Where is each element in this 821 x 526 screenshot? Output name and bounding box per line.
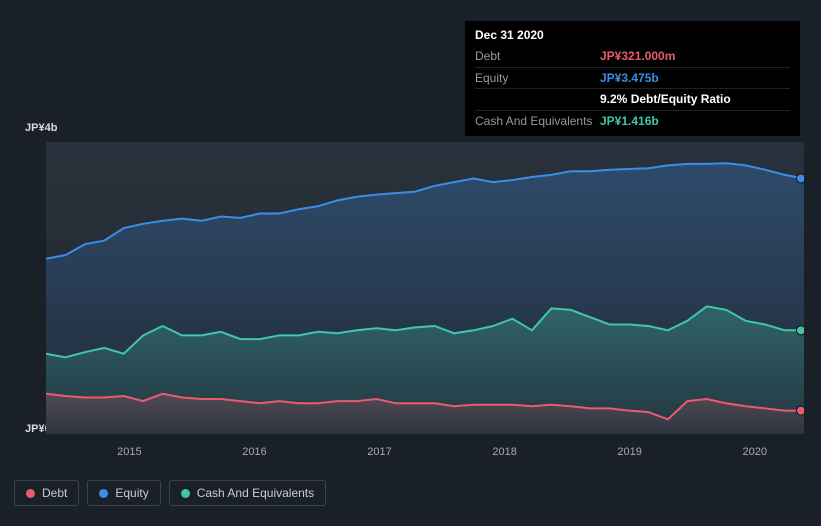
tooltip-date: Dec 31 2020 [475, 27, 790, 44]
legend-label: Equity [115, 486, 148, 500]
legend-dot-icon [26, 489, 35, 498]
x-axis-tick: 2020 [742, 446, 766, 458]
legend-label: Cash And Equivalents [197, 486, 314, 500]
tooltip-row-value: 9.2% Debt/Equity Ratio [600, 89, 790, 111]
data-tooltip: Dec 31 2020 DebtJP¥321.000mEquityJP¥3.47… [465, 21, 800, 136]
legend-item[interactable]: Cash And Equivalents [169, 480, 326, 506]
tooltip-row-extra: Debt/Equity Ratio [627, 92, 730, 106]
legend-dot-icon [181, 489, 190, 498]
legend-item[interactable]: Debt [14, 480, 79, 506]
y-axis-top-label: JP¥4b [25, 122, 57, 134]
tooltip-row-label: Equity [475, 67, 600, 89]
legend-dot-icon [99, 489, 108, 498]
tooltip-row: DebtJP¥321.000m [475, 46, 790, 67]
legend-item[interactable]: Equity [87, 480, 160, 506]
tooltip-row: Cash And EquivalentsJP¥1.416b [475, 111, 790, 132]
tooltip-table: DebtJP¥321.000mEquityJP¥3.475b9.2% Debt/… [475, 46, 790, 132]
tooltip-row-label [475, 89, 600, 111]
x-axis-tick: 2016 [242, 446, 266, 458]
tooltip-row-value: JP¥3.475b [600, 67, 790, 89]
legend-label: Debt [42, 486, 67, 500]
chart-panel: Dec 31 2020 DebtJP¥321.000mEquityJP¥3.47… [0, 0, 821, 526]
x-axis-tick: 2015 [117, 446, 141, 458]
tooltip-row: EquityJP¥3.475b [475, 67, 790, 89]
chart-plot-area [46, 142, 804, 434]
tooltip-row: 9.2% Debt/Equity Ratio [475, 89, 790, 111]
chart-svg [46, 142, 804, 434]
x-axis-tick: 2017 [367, 446, 391, 458]
tooltip-row-label: Cash And Equivalents [475, 111, 600, 132]
legend: Debt Equity Cash And Equivalents [14, 480, 326, 506]
x-axis: 2015 2016 2017 2018 2019 2020 [46, 446, 804, 462]
tooltip-row-label: Debt [475, 46, 600, 67]
x-axis-tick: 2018 [492, 446, 516, 458]
x-axis-tick: 2019 [617, 446, 641, 458]
tooltip-row-value: JP¥321.000m [600, 46, 790, 67]
tooltip-row-value: JP¥1.416b [600, 111, 790, 132]
